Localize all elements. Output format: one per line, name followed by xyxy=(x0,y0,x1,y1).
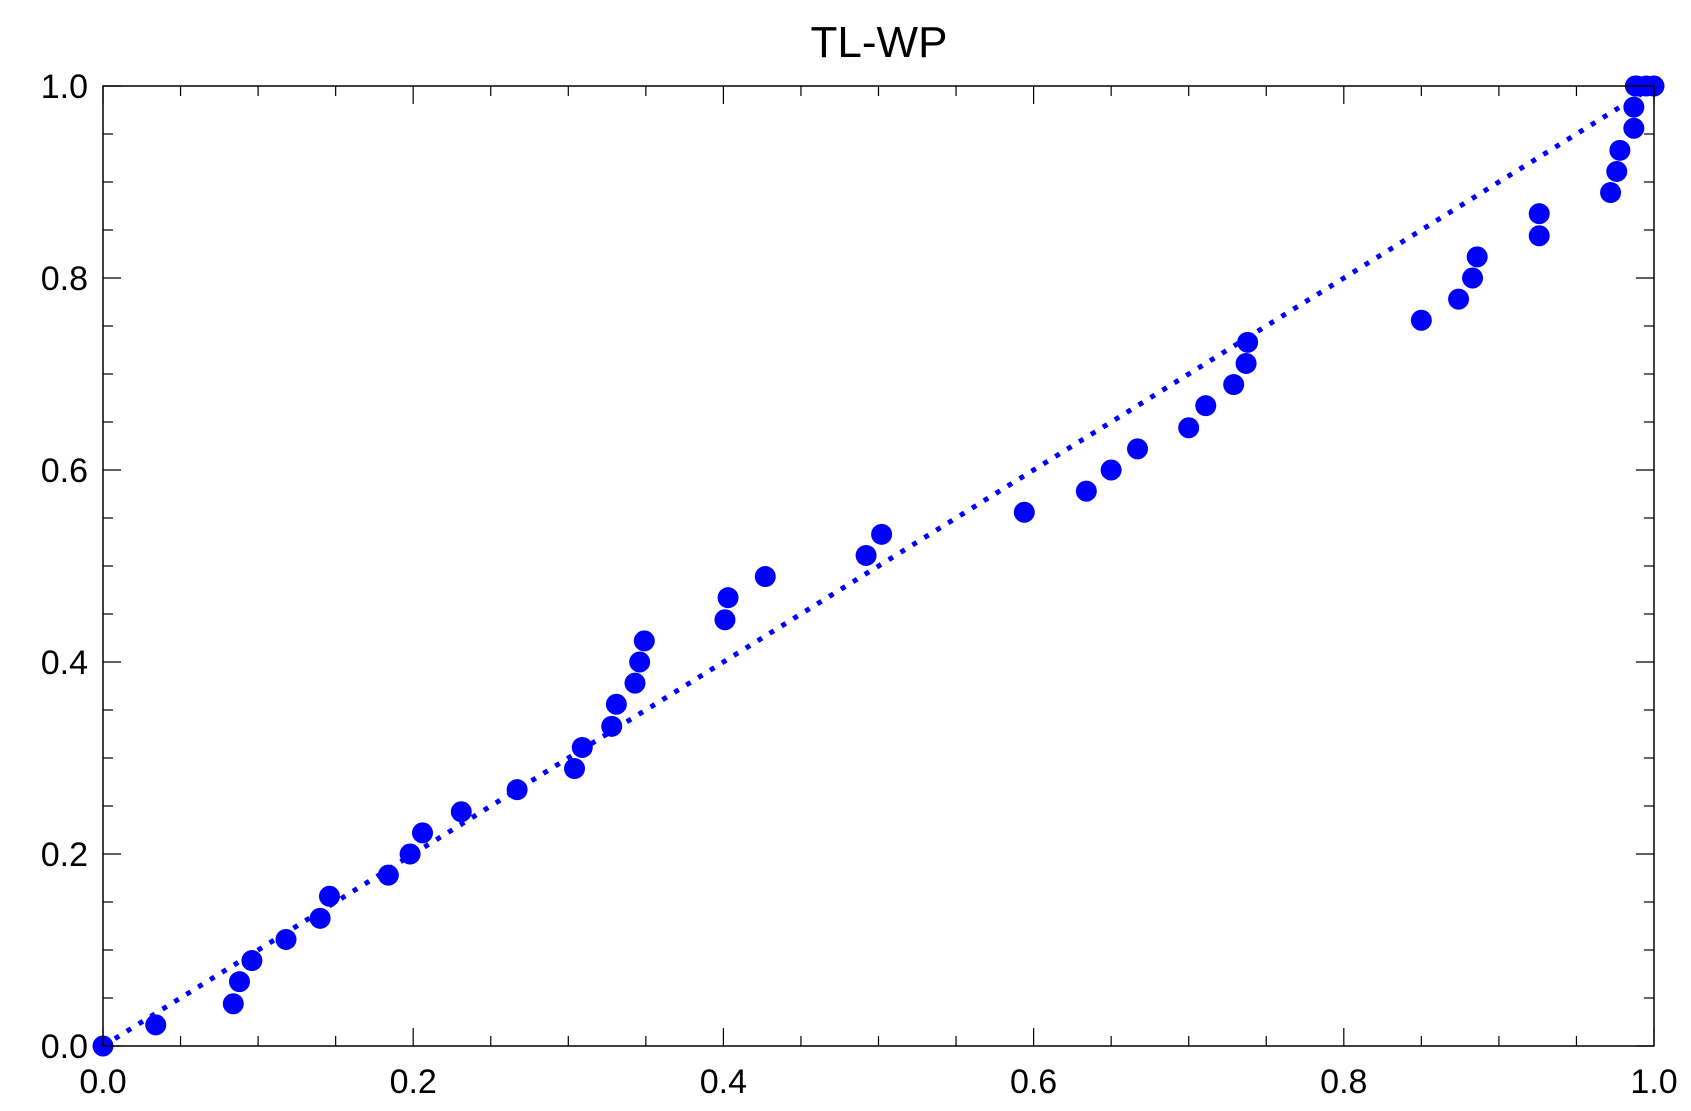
data-point xyxy=(855,544,877,566)
y-tick-label: 1.0 xyxy=(41,68,88,106)
data-point xyxy=(1178,417,1200,439)
data-point xyxy=(714,609,736,631)
y-tick-label: 0.8 xyxy=(41,260,88,298)
data-point xyxy=(1623,117,1645,139)
reference-line-group xyxy=(101,83,1656,1049)
data-point xyxy=(1235,352,1257,374)
data-point xyxy=(228,971,250,993)
data-point xyxy=(1127,438,1149,460)
y-tick-label: 0.2 xyxy=(41,836,88,874)
data-point xyxy=(318,885,340,907)
data-point xyxy=(506,779,528,801)
data-point xyxy=(1606,160,1628,182)
data-points xyxy=(92,75,1665,1057)
tick-labels: 0.0 0.2 0.4 0.6 0.8 1.0 0.0 0.2 0.4 0.6 0.8 1.0 xyxy=(41,68,1678,1101)
data-point xyxy=(1462,267,1484,289)
data-point xyxy=(222,993,244,1015)
data-point xyxy=(624,672,646,694)
data-point xyxy=(1075,480,1097,502)
x-tick-label: 0.0 xyxy=(79,1063,126,1101)
data-point xyxy=(605,693,627,715)
x-tick-label: 0.2 xyxy=(390,1063,437,1101)
y-tick-label: 0.4 xyxy=(41,644,88,682)
y-tick-label: 0.0 xyxy=(41,1028,88,1066)
data-point xyxy=(377,864,399,886)
data-point xyxy=(1609,139,1631,161)
data-point xyxy=(275,928,297,950)
x-tick-label: 0.8 xyxy=(1320,1063,1367,1101)
data-point xyxy=(1528,203,1550,225)
data-point xyxy=(1223,374,1245,396)
data-point xyxy=(1237,331,1259,353)
plot-frame xyxy=(102,85,1655,1047)
chart-title: TL-WP xyxy=(811,18,948,67)
data-point xyxy=(1600,182,1622,204)
data-point xyxy=(1466,246,1488,268)
y-tick-label: 0.6 xyxy=(41,452,88,490)
data-point xyxy=(309,907,331,929)
x-tick-label: 0.4 xyxy=(700,1063,747,1101)
data-point xyxy=(145,1014,167,1036)
data-point xyxy=(1623,96,1645,118)
data-point xyxy=(1013,501,1035,523)
data-point xyxy=(564,758,586,780)
x-tick-label: 1.0 xyxy=(1630,1063,1677,1101)
x-tick-label: 0.6 xyxy=(1010,1063,1057,1101)
data-point xyxy=(629,651,651,673)
data-point xyxy=(571,736,593,758)
data-point xyxy=(754,566,776,588)
data-point xyxy=(871,523,893,545)
reference-diagonal-line xyxy=(101,83,1656,1049)
data-point xyxy=(399,843,421,865)
data-point xyxy=(1410,309,1432,331)
data-point xyxy=(412,822,434,844)
data-point xyxy=(1528,225,1550,247)
data-point xyxy=(1100,459,1122,481)
data-point xyxy=(1448,288,1470,310)
data-point xyxy=(633,630,655,652)
data-point xyxy=(601,715,623,737)
data-point xyxy=(717,587,739,609)
data-point xyxy=(1195,395,1217,417)
data-point xyxy=(450,801,472,823)
data-point xyxy=(241,950,263,972)
